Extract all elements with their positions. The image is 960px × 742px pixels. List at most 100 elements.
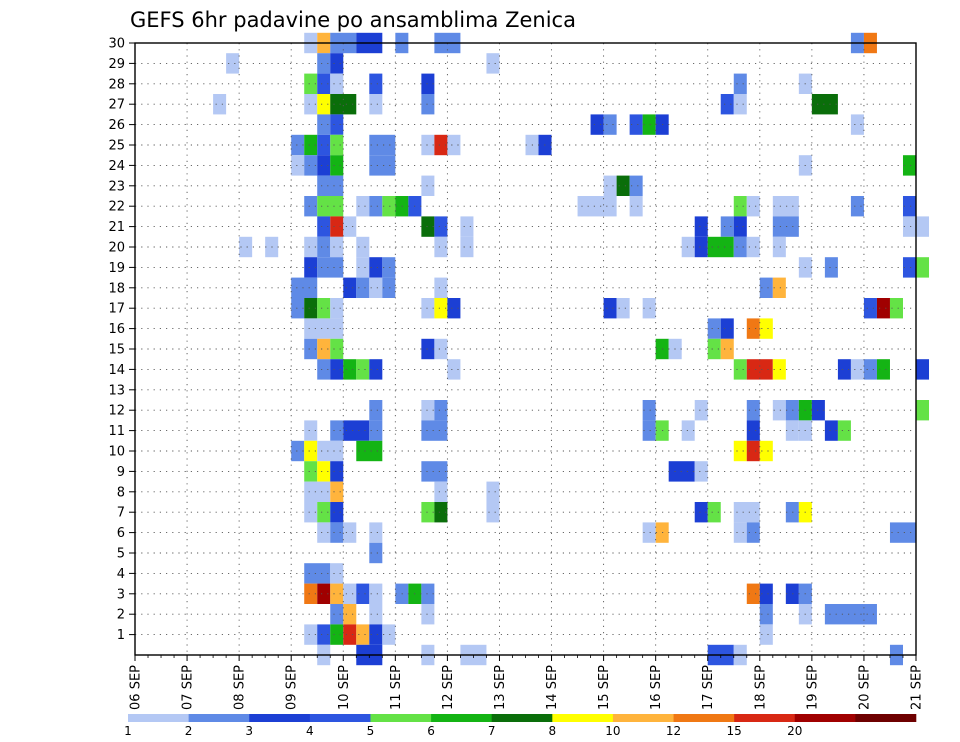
- colorbar-label: 5: [367, 724, 375, 738]
- y-tick-label: 28: [108, 77, 125, 92]
- cell-member-17: [317, 298, 331, 319]
- cell-member-20: [733, 236, 747, 258]
- cell-member-2: [330, 604, 344, 625]
- y-tick-label: 27: [108, 98, 125, 113]
- cell-member-21: [330, 216, 344, 237]
- cell-member-2: [343, 604, 357, 625]
- cell-member-6: [330, 522, 344, 543]
- cell-member-11: [343, 420, 370, 441]
- y-axis: 1234567891011121314151617181920212223242…: [108, 37, 135, 643]
- cell-member-17: [876, 298, 890, 319]
- colorbar-swatch: [552, 714, 614, 722]
- cell-member-19: [304, 257, 318, 278]
- cell-member-22: [902, 196, 916, 217]
- cell-member-14: [356, 359, 370, 380]
- cell-member-27: [733, 94, 747, 115]
- y-tick-label: 13: [108, 383, 125, 398]
- cell-member-20: [681, 236, 695, 258]
- cell-member-23: [616, 175, 630, 196]
- cell-member-3: [356, 583, 370, 604]
- cell-member-18: [772, 277, 786, 298]
- cell-member-27: [330, 94, 357, 115]
- cell-member-26: [590, 114, 604, 135]
- cell-member-17: [304, 298, 318, 319]
- cell-member-27: [317, 94, 331, 115]
- cell-member-10: [746, 440, 760, 462]
- cell-member-27: [720, 94, 734, 115]
- y-tick-label: 19: [108, 261, 125, 276]
- chart-title: GEFS 6hr padavine po ansamblima Zenica: [130, 8, 576, 32]
- x-tick-label: 10 SEP: [337, 665, 352, 710]
- y-tick-label: 1: [117, 628, 125, 643]
- cell-member-1: [330, 624, 344, 645]
- cell-member-7: [434, 502, 448, 523]
- cell-member-17: [863, 298, 877, 319]
- cells-layer: [213, 32, 930, 666]
- x-tick-label: 16 SEP: [649, 665, 664, 710]
- cell-member-14: [343, 359, 357, 380]
- cell-member-22: [317, 196, 344, 217]
- cell-member-20: [772, 236, 786, 258]
- cell-member-11: [330, 420, 344, 441]
- cell-member-18: [356, 277, 370, 298]
- y-tick-label: 17: [108, 302, 125, 317]
- cell-member-10: [356, 440, 383, 462]
- x-tick-label: 11 SEP: [389, 665, 404, 710]
- cell-member-26: [603, 114, 617, 135]
- cell-member-10: [317, 440, 344, 462]
- cell-member-27: [421, 94, 435, 115]
- cell-member-15: [330, 338, 344, 360]
- cell-member-22: [746, 196, 760, 217]
- cell-member-7: [707, 502, 721, 523]
- cell-member-12: [916, 400, 930, 421]
- cell-member-22: [850, 196, 864, 217]
- cell-member-22: [369, 196, 383, 217]
- cell-member-21: [460, 216, 474, 237]
- cell-member-1: [304, 624, 318, 645]
- colorbar-legend: 1 2 3 4 5 6 7 8 10 12 15 20: [124, 714, 917, 738]
- colorbar-label: 2: [185, 724, 193, 738]
- colorbar-label: 15: [727, 724, 742, 738]
- cell-member-20: [304, 236, 318, 258]
- colorbar-label: 3: [245, 724, 253, 738]
- cell-member-7: [330, 502, 344, 523]
- cell-member-1: [356, 624, 370, 645]
- cell-member-12: [421, 400, 435, 421]
- cell-member-23: [421, 175, 435, 196]
- cell-member-28: [369, 73, 383, 94]
- cell-member-26: [642, 114, 656, 135]
- y-tick-label: 29: [108, 57, 125, 72]
- cell-member-2: [824, 604, 877, 625]
- cell-member-14: [746, 359, 773, 380]
- y-tick-label: 16: [108, 322, 125, 337]
- cell-member-28: [304, 73, 318, 94]
- cell-member-8: [434, 481, 448, 502]
- cell-member-6: [746, 522, 760, 543]
- colorbar-swatch: [734, 714, 796, 722]
- cell-member-27: [369, 94, 383, 115]
- cell-member-6: [343, 522, 357, 543]
- cell-member-26: [330, 114, 344, 135]
- colorbar-label: 6: [427, 724, 435, 738]
- cell-member-11: [642, 420, 656, 441]
- cell-member-1: [759, 624, 773, 645]
- cell-member-3: [421, 583, 435, 604]
- colorbar-swatch: [128, 714, 189, 722]
- cell-member-27: [304, 94, 318, 115]
- cell-member-22: [629, 196, 643, 217]
- cell-member-26: [317, 114, 331, 135]
- cell-member-7: [304, 502, 318, 523]
- cell-member-17: [642, 298, 656, 319]
- cell-member-22: [772, 196, 799, 217]
- cell-member-20: [356, 236, 370, 258]
- cell-member-8: [304, 481, 331, 502]
- cell-member-14: [863, 359, 877, 380]
- cell-member-20: [460, 236, 474, 258]
- cell-member-18: [291, 277, 318, 298]
- colorbar-label: 12: [666, 724, 681, 738]
- cell-member-21: [694, 216, 708, 237]
- cell-member-9: [317, 461, 331, 482]
- x-tick-label: 06 SEP: [129, 665, 144, 710]
- cell-member-27: [213, 94, 227, 115]
